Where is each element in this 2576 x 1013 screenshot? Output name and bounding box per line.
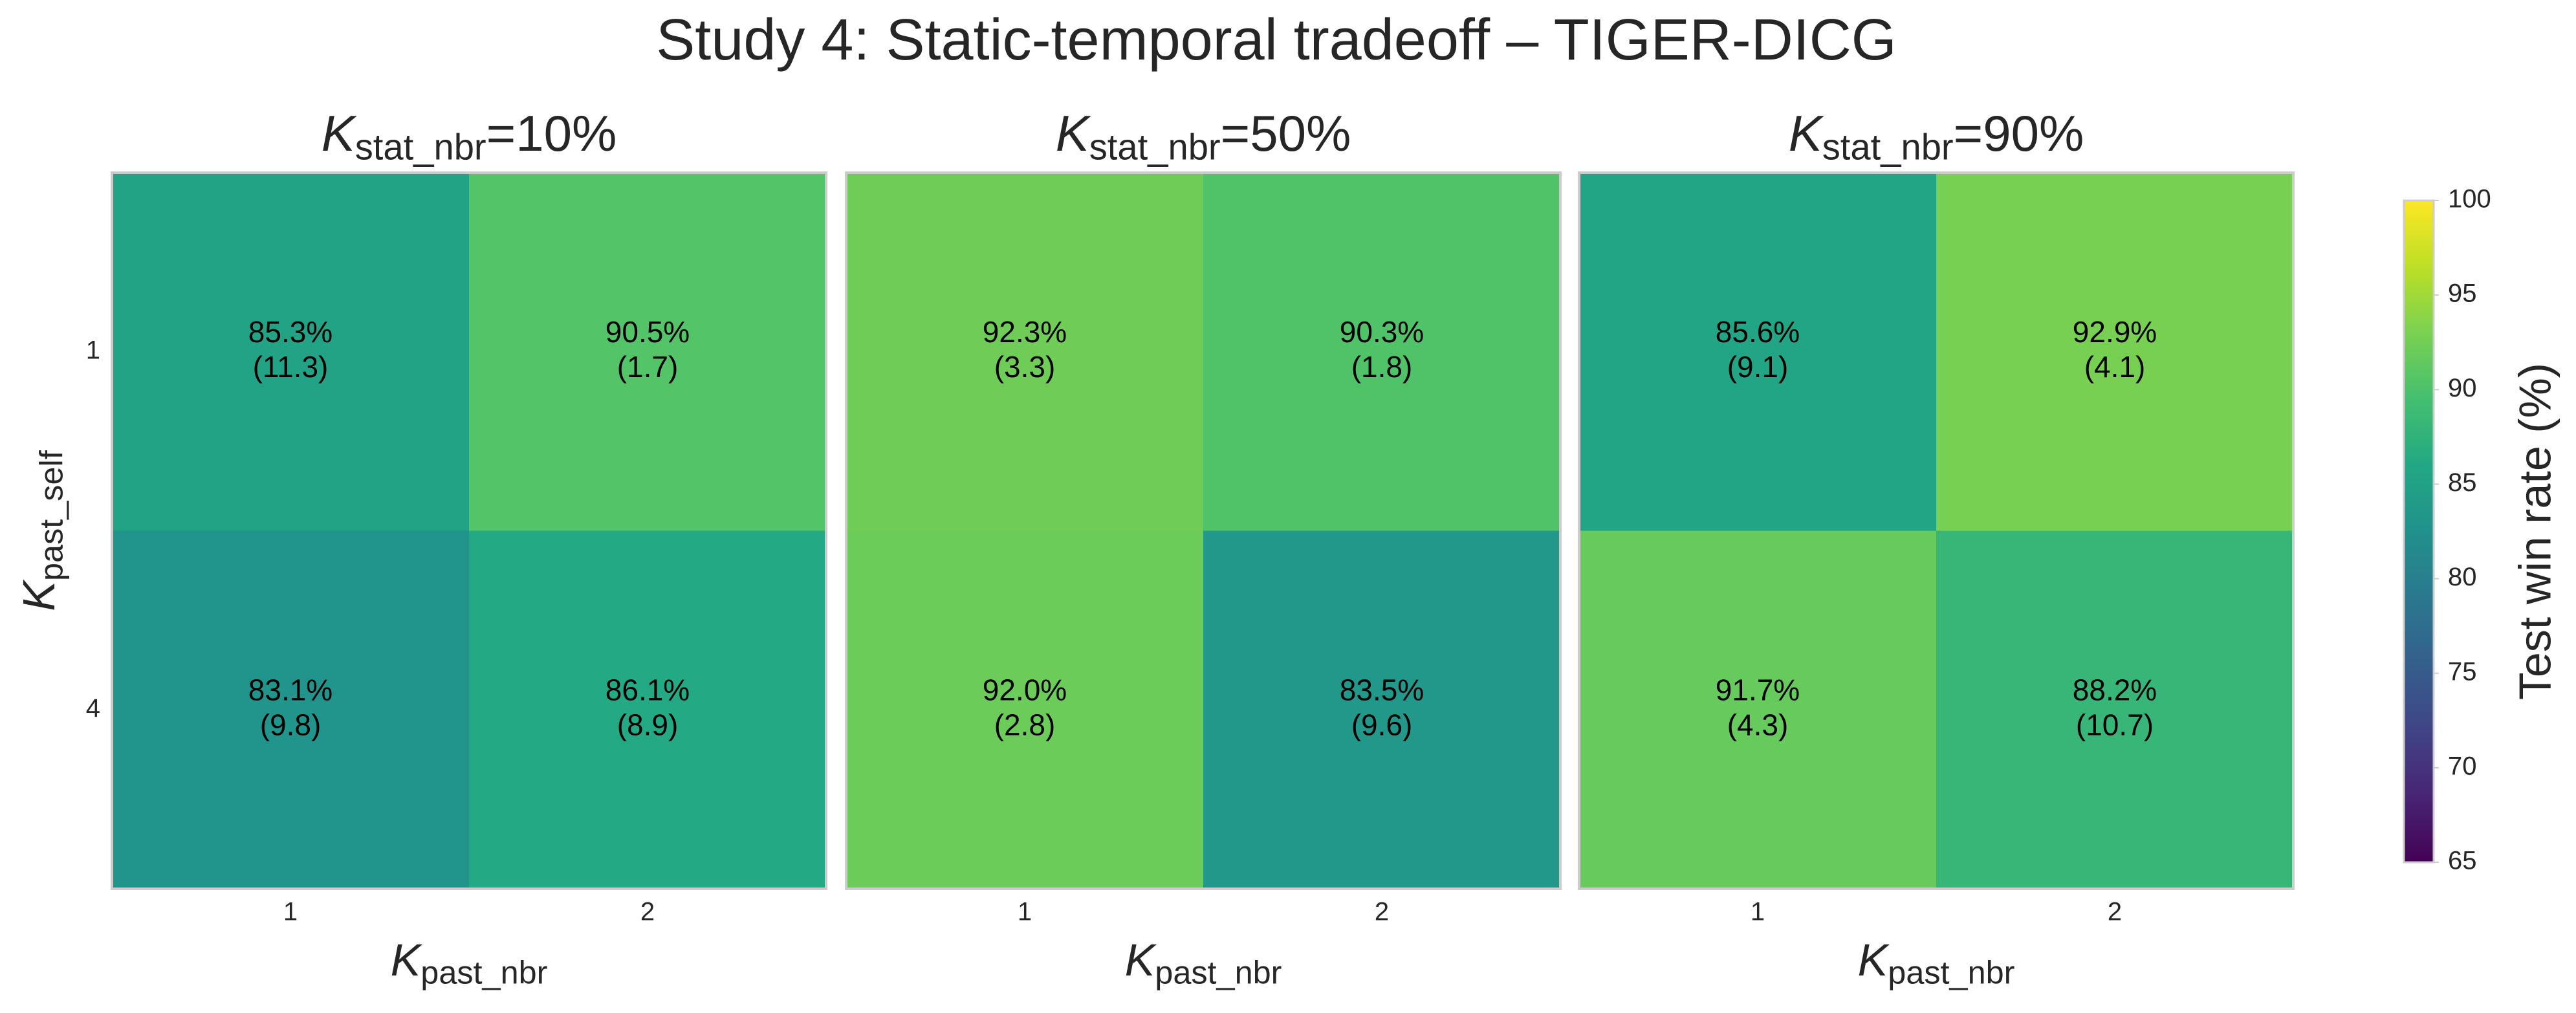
- panel-title-subscript: stat_nbr: [1089, 126, 1221, 167]
- panel-title-suffix: =90%: [1954, 105, 2084, 162]
- cell-error-label: (9.1): [1727, 350, 1789, 384]
- colorbar-tick-label: 90: [2448, 374, 2477, 402]
- panel-title: Kstat_nbr=50%: [1056, 105, 1351, 168]
- heatmap-cell: [846, 530, 1203, 889]
- cell-error-label: (1.8): [1351, 350, 1413, 384]
- panel-title: Kstat_nbr=90%: [1789, 105, 2084, 168]
- heatmap-cell: [1579, 173, 1936, 531]
- x-tick-label: 2: [640, 898, 655, 926]
- x-axis-label-symbol: K: [1125, 935, 1157, 985]
- x-tick-label: 1: [1018, 898, 1032, 926]
- cell-value-label: 90.5%: [606, 315, 690, 349]
- panel-title-suffix: =10%: [486, 105, 617, 162]
- heatmap-cell: [1936, 530, 2293, 889]
- panel-title-suffix: =50%: [1221, 105, 1351, 162]
- colorbar-tick-label: 70: [2448, 752, 2477, 780]
- colorbar-tick-label: 65: [2448, 847, 2477, 875]
- cell-error-label: (9.6): [1351, 708, 1413, 741]
- cell-error-label: (8.9): [617, 708, 679, 741]
- cell-value-label: 85.6%: [1716, 315, 1800, 349]
- x-axis-label-symbol: K: [391, 935, 423, 985]
- colorbar-tick-label: 75: [2448, 657, 2477, 686]
- cell-value-label: 88.2%: [2073, 673, 2157, 706]
- y-tick-label: 1: [86, 336, 100, 364]
- cell-value-label: 90.3%: [1340, 315, 1424, 349]
- heatmap-cell: [1579, 530, 1936, 889]
- y-axis-label-symbol: K: [14, 579, 64, 611]
- cell-value-label: 92.3%: [983, 315, 1067, 349]
- x-tick-label: 2: [2108, 898, 2122, 926]
- panel-title: Kstat_nbr=10%: [322, 105, 617, 168]
- x-axis-label-subscript: past_nbr: [1155, 954, 1282, 991]
- cell-error-label: (11.3): [253, 350, 329, 384]
- x-tick-label: 1: [1751, 898, 1765, 926]
- cell-error-label: (10.7): [2076, 708, 2154, 741]
- x-axis-label-subscript: past_nbr: [420, 954, 547, 991]
- x-axis-label: Kpast_nbr: [1125, 935, 1282, 990]
- chart-title: Study 4: Static-temporal tradeoff – TIGE…: [656, 8, 1896, 72]
- colorbar-tick-label: 80: [2448, 563, 2477, 591]
- x-axis-label-symbol: K: [1858, 935, 1890, 985]
- heatmap-cell: [112, 530, 469, 889]
- cell-error-label: (4.3): [1727, 708, 1789, 741]
- panel-title-subscript: stat_nbr: [1822, 126, 1954, 167]
- cell-error-label: (4.1): [2084, 350, 2146, 384]
- axes-frame: [1578, 171, 2295, 890]
- heatmap-cell: [112, 173, 469, 531]
- x-tick-label: 2: [1375, 898, 1389, 926]
- cell-value-label: 92.0%: [983, 673, 1067, 706]
- axes-frame: [111, 171, 827, 890]
- cell-error-label: (9.8): [260, 708, 322, 741]
- cell-value-label: 86.1%: [606, 673, 690, 706]
- cell-value-label: 83.5%: [1340, 673, 1424, 706]
- x-axis-label: Kpast_nbr: [391, 935, 548, 990]
- panel-title-subscript: stat_nbr: [355, 126, 486, 167]
- colorbar-tick-label: 100: [2448, 185, 2491, 213]
- heatmap-cell: [469, 530, 826, 889]
- cell-error-label: (3.3): [994, 350, 1056, 384]
- axes-frame: [845, 171, 1562, 890]
- panel-title-symbol: K: [1056, 105, 1091, 162]
- cell-value-label: 85.3%: [248, 315, 333, 349]
- heatmap-cell: [469, 173, 826, 531]
- y-tick-label: 4: [86, 694, 100, 723]
- cell-error-label: (2.8): [994, 708, 1056, 741]
- colorbar: [2403, 199, 2435, 864]
- cell-value-label: 92.9%: [2073, 315, 2157, 349]
- panel-title-symbol: K: [322, 105, 357, 162]
- y-axis-label: Kpast_self: [14, 450, 69, 611]
- panel-title-symbol: K: [1789, 105, 1824, 162]
- x-axis-label-subscript: past_nbr: [1888, 954, 2014, 991]
- heatmap-cell: [1203, 173, 1560, 531]
- y-axis-label-subscript: past_self: [33, 450, 70, 581]
- x-tick-label: 1: [283, 898, 298, 926]
- x-axis-label: Kpast_nbr: [1858, 935, 2015, 990]
- cell-value-label: 91.7%: [1716, 673, 1800, 706]
- cell-value-label: 83.1%: [248, 673, 333, 706]
- heatmap-cell: [846, 173, 1203, 531]
- colorbar-tick-label: 85: [2448, 468, 2477, 497]
- heatmap-cell: [1936, 173, 2293, 531]
- heatmap-cell: [1203, 530, 1560, 889]
- cell-error-label: (1.7): [617, 350, 679, 384]
- colorbar-tick-label: 95: [2448, 279, 2477, 308]
- colorbar-label: Test win rate (%): [2509, 363, 2560, 700]
